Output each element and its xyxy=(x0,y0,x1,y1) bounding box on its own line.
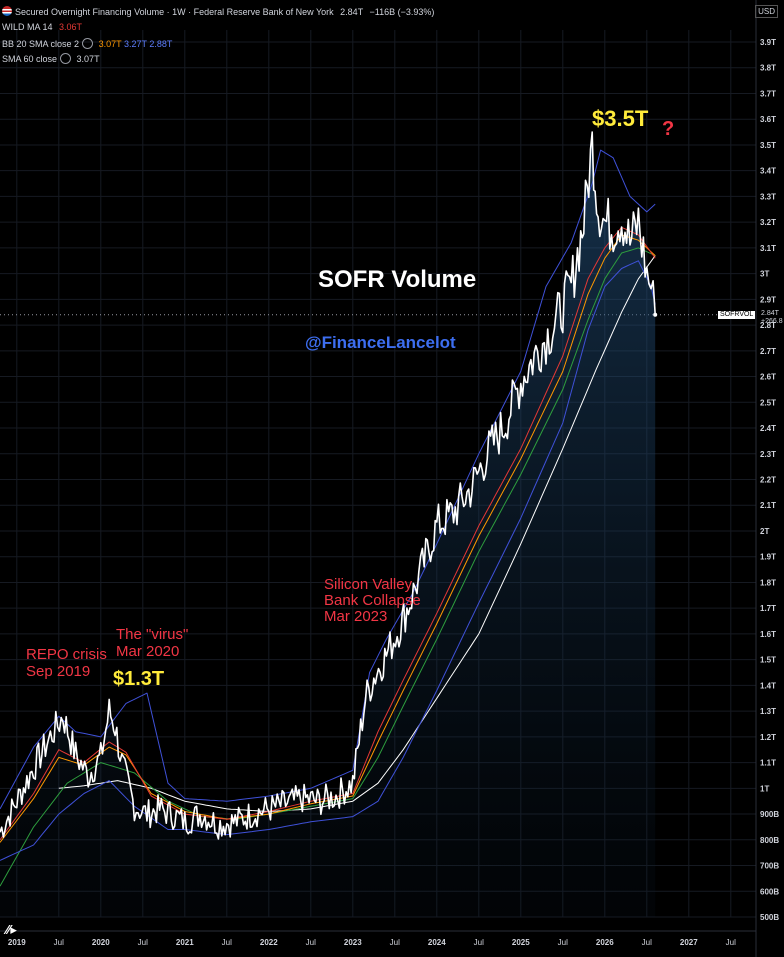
x-tick-label: Jul xyxy=(558,938,568,947)
y-tick-label: 3T xyxy=(760,270,769,279)
last-value: 2.84T xyxy=(340,7,364,17)
y-tick-label: 1.6T xyxy=(760,630,776,639)
indicator-sma60[interactable]: SMA 60 close 3.07T xyxy=(2,53,100,64)
last-point-dot xyxy=(653,312,658,317)
price-tag-last: 2.84T xyxy=(761,310,779,317)
y-tick-label: 1.9T xyxy=(760,553,776,562)
annotation-repo: REPO crisis Sep 2019 xyxy=(26,646,107,680)
series-line-bb-upper[interactable] xyxy=(0,149,656,810)
y-tick-label: 2T xyxy=(760,527,769,536)
indicator-label: BB 20 SMA close 2 xyxy=(2,39,80,49)
x-tick-label: Jul xyxy=(726,938,736,947)
indicator-label: SMA 60 close xyxy=(2,54,58,64)
y-tick-label: 3.3T xyxy=(760,192,776,201)
x-tick-label: 2020 xyxy=(92,938,110,947)
y-tick-label: 2.2T xyxy=(760,476,776,485)
indicator-bb[interactable]: BB 20 SMA close 2 3.07T 3.27T 2.88T xyxy=(2,38,172,49)
indicator-wild-ma[interactable]: WILD MA 14 3.06T xyxy=(2,22,82,32)
annotation-handle: @FinanceLancelot xyxy=(305,333,456,352)
currency-badge[interactable]: USD xyxy=(755,5,778,18)
visibility-eye-icon[interactable] xyxy=(82,38,94,49)
y-tick-label: 1T xyxy=(760,784,769,793)
y-tick-label: 1.2T xyxy=(760,733,776,742)
annotation-low-peak: $1.3T xyxy=(113,668,165,690)
price-tag-value: 2.84T +266.8 xyxy=(761,310,783,326)
x-axis[interactable]: 2019 Jul 2020 Jul 2021 Jul 2022 Jul 2023 Jul 2024 J… xyxy=(8,938,736,947)
x-tick-label: Jul xyxy=(222,938,232,947)
series-line-sma-60-close[interactable] xyxy=(58,255,656,812)
x-tick-label: Jul xyxy=(474,938,484,947)
change-value: −116B (−3.93%) xyxy=(369,7,435,17)
y-tick-label: 1.7T xyxy=(760,604,776,613)
x-tick-label: Jul xyxy=(138,938,148,947)
y-tick-label: 3.1T xyxy=(760,244,776,253)
y-tick-label: 1.4T xyxy=(760,681,776,690)
series-line-bb-lower[interactable] xyxy=(0,260,656,861)
bb-upper-value: 3.27T xyxy=(123,39,147,49)
x-tick-label: 2026 xyxy=(596,938,614,947)
x-tick-label: Jul xyxy=(306,938,316,947)
y-tick-label: 3.6T xyxy=(760,115,776,124)
y-tick-label: 1.3T xyxy=(760,707,776,716)
y-tick-label: 3.8T xyxy=(760,64,776,73)
annotation-peak: $3.5T xyxy=(592,106,649,131)
y-tick-label: 2.1T xyxy=(760,501,776,510)
x-tick-label: 2019 xyxy=(8,938,26,947)
price-tag-symbol: SOFRVOL xyxy=(718,311,756,319)
y-tick-label: 1.1T xyxy=(760,759,776,768)
us-flag-icon xyxy=(2,6,12,16)
y-tick-label: 800B xyxy=(760,836,779,845)
indicator-value: 3.06T xyxy=(59,22,83,32)
y-tick-label: 2.3T xyxy=(760,450,776,459)
price-area xyxy=(0,132,656,918)
visibility-eye-icon[interactable] xyxy=(60,53,72,64)
x-tick-label: 2021 xyxy=(176,938,194,947)
area-fill-layer xyxy=(0,132,656,918)
indicator-label: WILD MA 14 xyxy=(2,22,53,32)
x-tick-label: Jul xyxy=(642,938,652,947)
x-tick-label: 2027 xyxy=(680,938,698,947)
y-tick-label: 1.8T xyxy=(760,578,776,587)
price-tag-change: +266.8 xyxy=(761,318,783,325)
annotation-virus: The "virus" Mar 2020 xyxy=(116,626,189,660)
x-tick-label: 2025 xyxy=(512,938,530,947)
y-tick-label: 3.2T xyxy=(760,218,776,227)
x-tick-label: Jul xyxy=(54,938,64,947)
annotation-question: ? xyxy=(662,118,675,140)
y-tick-label: 3.9T xyxy=(760,38,776,47)
series-line-ma-green[interactable] xyxy=(0,247,656,887)
x-tick-label: 2023 xyxy=(344,938,362,947)
y-tick-label: 3.7T xyxy=(760,89,776,98)
tradingview-logo-icon[interactable]: ⁄⁄▸ xyxy=(6,922,17,937)
y-tick-label: 900B xyxy=(760,810,779,819)
y-tick-label: 2.9T xyxy=(760,295,776,304)
y-tick-label: 500B xyxy=(760,913,779,922)
bb-basis-value: 3.07T xyxy=(98,39,122,49)
bb-lower-value: 2.88T xyxy=(149,39,173,49)
y-axis[interactable]: 500B 600B 700B 800B 900B 1T 1.1T 1.2T 1.3T 1.4T 1.… xyxy=(760,38,779,922)
y-tick-label: 2.4T xyxy=(760,424,776,433)
y-tick-label: 3.5T xyxy=(760,141,776,150)
y-tick-label: 2.5T xyxy=(760,398,776,407)
x-tick-label: Jul xyxy=(390,938,400,947)
y-tick-label: 3.4T xyxy=(760,167,776,176)
y-tick-label: 2.6T xyxy=(760,373,776,382)
symbol-title: Secured Overnight Financing Volume · 1W … xyxy=(15,7,334,17)
x-tick-label: 2024 xyxy=(428,938,446,947)
indicator-value: 3.07T xyxy=(76,54,100,64)
y-tick-label: 2.7T xyxy=(760,347,776,356)
y-tick-label: 700B xyxy=(760,862,779,871)
y-tick-label: 2.8T xyxy=(760,321,776,330)
y-tick-label: 1.5T xyxy=(760,656,776,665)
series-layer xyxy=(0,131,658,887)
annotation-title: SOFR Volume xyxy=(318,266,477,293)
annotation-svb: Silicon Valley Bank Collapse Mar 2023 xyxy=(324,576,421,625)
series-line-sofrvol[interactable] xyxy=(0,131,656,840)
y-tick-label: 600B xyxy=(760,887,779,896)
x-tick-label: 2022 xyxy=(260,938,278,947)
chart-header: Secured Overnight Financing Volume · 1W … xyxy=(2,6,434,17)
